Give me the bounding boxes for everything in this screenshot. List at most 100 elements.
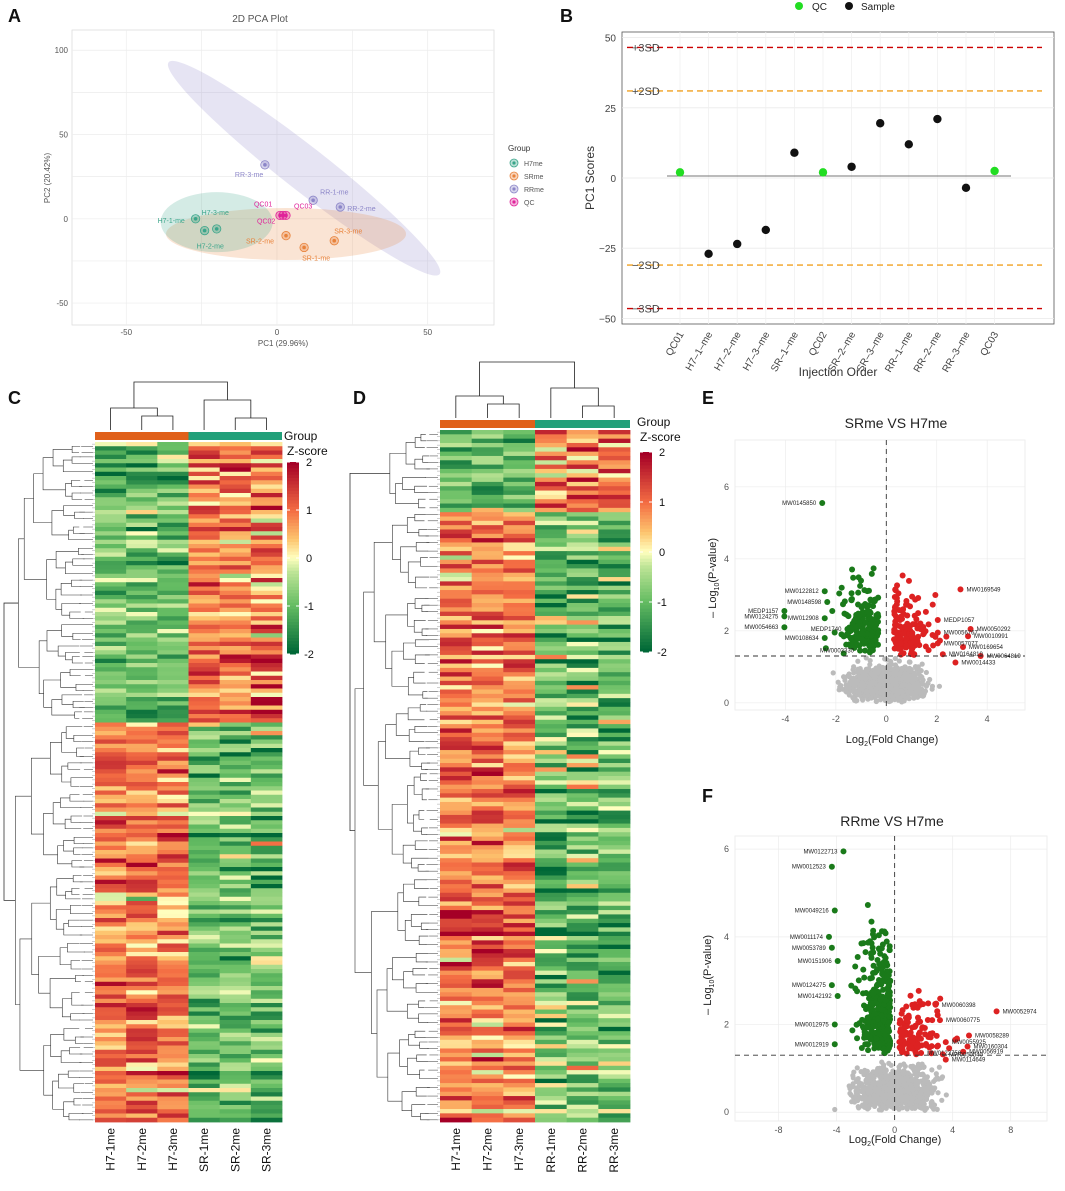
hmc-group-bar-2: [188, 432, 282, 440]
hmc-cell: [219, 905, 252, 910]
hmd-cell: [535, 905, 568, 911]
ve-point-down: [867, 621, 874, 628]
hmd-cell: [598, 538, 631, 543]
hmc-row-dendro-branch: [51, 510, 69, 536]
hmd-cell: [598, 1005, 631, 1010]
hmd-cell: [535, 784, 568, 790]
hmc-cell: [188, 1109, 221, 1114]
hmc-cell: [188, 1096, 221, 1102]
hmc-cell: [250, 484, 283, 490]
hmd-cell: [440, 525, 473, 530]
hmc-row-dendro-branch: [61, 694, 83, 705]
ve-point-up: [909, 629, 916, 636]
hmd-cell: [503, 1074, 536, 1080]
hmc-cell: [95, 986, 127, 991]
hmd-row-dendro-branch: [420, 922, 430, 930]
hmc-cell: [157, 654, 189, 660]
hmd-cell: [598, 961, 631, 967]
hmc-cell: [157, 879, 189, 885]
hmd-cell: [566, 719, 599, 725]
hmc-cell: [126, 493, 158, 498]
hmd-cell: [535, 884, 568, 889]
hmd-cell: [535, 763, 568, 768]
hmc-row-dendro-branch: [61, 603, 81, 616]
hmd-cell: [503, 503, 536, 509]
hmc-cell: [95, 1015, 127, 1021]
hmd-cell: [440, 832, 473, 837]
hmc-scale-step: [287, 602, 299, 607]
hmc-scale-step: [287, 631, 299, 636]
hmc-cell: [188, 658, 221, 664]
hmd-cell: [598, 1009, 631, 1015]
hmc-row-dendro-branch: [71, 492, 83, 500]
hmc-cell: [188, 518, 221, 524]
hmd-cell: [440, 849, 473, 855]
hmd-cell: [566, 953, 599, 959]
hmc-scale-step: [287, 494, 299, 498]
hmd-cell: [535, 940, 568, 946]
hmc-cell: [250, 561, 283, 566]
hmc-cell: [219, 1088, 252, 1093]
ve-point-ns: [876, 676, 883, 683]
hmd-cell: [535, 780, 568, 786]
hmd-cell: [440, 590, 473, 595]
hmc-cell: [157, 977, 189, 983]
hmd-cell: [471, 836, 504, 842]
hmc-scale-step: [287, 535, 299, 540]
hmd-cell: [598, 1000, 631, 1006]
hmc-cell: [250, 769, 283, 774]
hmc-cell: [126, 973, 158, 978]
hmc-cell: [126, 1011, 158, 1017]
hmc-cell: [157, 888, 189, 893]
hmd-cell: [598, 585, 631, 591]
hmc-cell: [188, 654, 221, 660]
hmd-cell: [598, 793, 631, 799]
hmc-cell: [157, 871, 189, 876]
hmc-cell: [219, 582, 252, 587]
hmd-cell: [503, 983, 536, 989]
hmc-cell: [250, 1117, 283, 1123]
hmd-cell: [566, 875, 599, 881]
hmc-cell: [219, 850, 252, 855]
ve-point-label: MW0014433: [961, 660, 996, 666]
hmc-row-dendro-branch: [63, 505, 83, 516]
hmc-cell: [157, 650, 189, 655]
hmd-cell: [503, 546, 536, 552]
hmd-cell: [598, 832, 631, 837]
hmd-cell: [598, 1078, 631, 1084]
hmd-cell: [440, 460, 473, 465]
hmc-cell: [219, 739, 252, 745]
hmd-cell: [503, 706, 536, 712]
hmc-cell: [188, 875, 221, 881]
hmc-cell: [95, 884, 127, 889]
hmc-cell: [219, 1113, 252, 1119]
hmc-cell: [157, 986, 189, 991]
hmd-cell: [471, 1057, 504, 1062]
pca-point-core: [193, 217, 198, 221]
hmc-cell: [95, 467, 127, 473]
ve-point-ns: [846, 671, 852, 677]
hmd-row-dendro-branch: [414, 654, 430, 664]
hmd-cell: [535, 961, 568, 967]
hmc-cell: [157, 752, 189, 757]
hmc-cell: [126, 790, 158, 796]
hmd-cell: [535, 827, 568, 833]
hmc-cell: [95, 573, 127, 579]
hmc-cell: [95, 633, 127, 638]
hmc-cell: [250, 990, 283, 995]
hmd-cell: [503, 542, 536, 548]
ve-point-ns: [867, 661, 873, 668]
ve-point-up: [911, 651, 918, 658]
hmd-cell: [503, 836, 536, 842]
ve-point-up: [915, 610, 922, 617]
hmd-cell: [471, 1109, 504, 1114]
hmd-cell: [598, 957, 631, 963]
hmc-cell: [219, 862, 252, 868]
hmc-cell: [250, 450, 283, 456]
hmc-row-dendro-branch: [68, 529, 82, 541]
hmc-cell: [95, 450, 127, 456]
hmc-cell: [219, 535, 252, 541]
hmc-cell: [126, 1032, 158, 1038]
hmc-scale-step: [287, 564, 299, 569]
